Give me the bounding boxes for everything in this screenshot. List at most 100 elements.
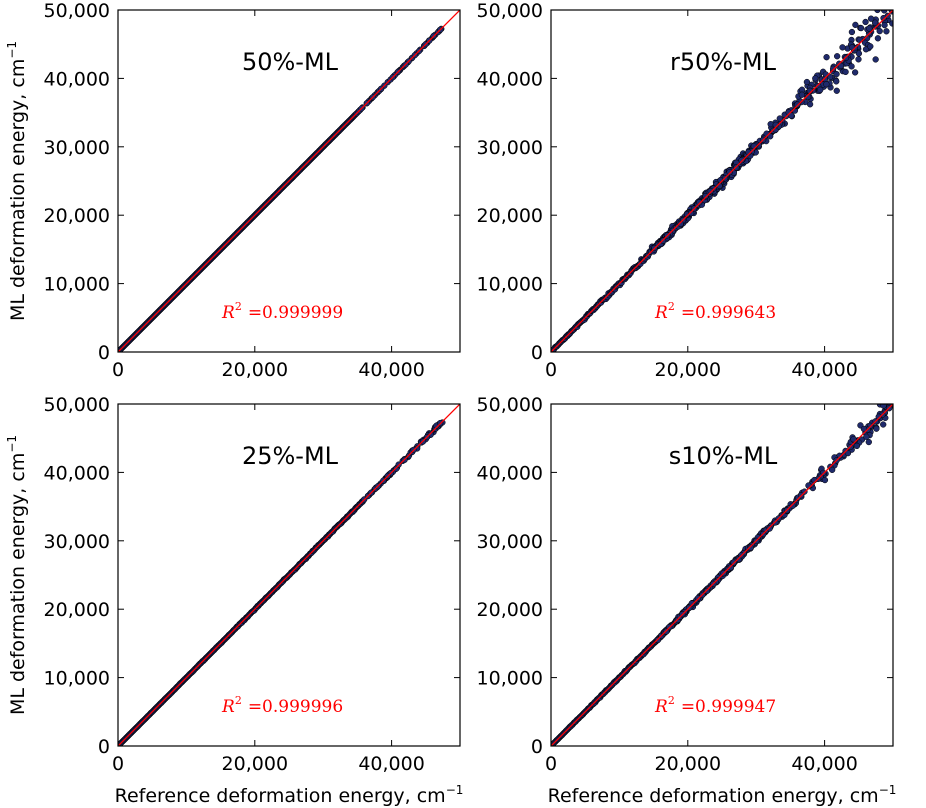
r2-symbol: R <box>654 697 668 717</box>
r2-value: =0.999999 <box>248 303 343 323</box>
r2-annotation: R2 =0.999947 <box>654 694 776 717</box>
scatter-point <box>852 21 859 29</box>
scatter-point <box>883 0 889 2</box>
scatter-points <box>551 0 893 352</box>
scatter-point <box>688 600 695 607</box>
panel-title: r50%-ML <box>670 48 777 76</box>
r2-exponent: 2 <box>235 300 242 313</box>
scatter-point <box>727 564 734 571</box>
x-axis-title: Reference deformation energy, cm−1 <box>548 783 897 807</box>
scatter-point <box>844 449 852 457</box>
scatter-point <box>738 157 745 164</box>
scatter-point <box>866 25 873 32</box>
scatter-point <box>872 56 879 63</box>
scatter-point <box>677 220 684 228</box>
r2-exponent: 2 <box>235 694 242 707</box>
scatter-point <box>789 502 796 509</box>
x-tick-label: 40,000 <box>791 753 857 775</box>
scatter-point <box>798 91 806 98</box>
scatter-point <box>862 18 869 26</box>
r2-symbol: R <box>221 697 235 717</box>
scatter-point <box>871 19 879 26</box>
y-tick-label: 20,000 <box>477 599 543 621</box>
scatter-point <box>865 438 872 446</box>
scatter-point <box>803 78 811 86</box>
r2-value: =0.999996 <box>248 697 343 717</box>
r2-value: =0.999643 <box>681 303 776 323</box>
scatter-point <box>702 192 709 200</box>
y-axis-title: ML deformation energy, cm−1 <box>5 41 29 321</box>
x-tick-label: 20,000 <box>222 753 288 775</box>
scatter-point <box>726 169 733 176</box>
plot-frame <box>117 9 461 353</box>
panel-title: 50%-ML <box>242 48 339 76</box>
y-tick-label: 40,000 <box>477 462 543 484</box>
r2-exponent: 2 <box>668 694 675 707</box>
scatter-point <box>747 544 754 551</box>
y-tick-label: 40,000 <box>44 68 110 90</box>
y-tick-label: 0 <box>98 342 110 364</box>
y-tick-label: 10,000 <box>477 668 543 690</box>
plot-frame <box>550 9 894 353</box>
r2-annotation: R2 =0.999999 <box>221 300 343 323</box>
y-tick-label: 50,000 <box>477 394 543 416</box>
y-tick-label: 40,000 <box>44 462 110 484</box>
plot-frame <box>550 403 894 747</box>
scatter-point <box>883 28 890 35</box>
scatter-point <box>833 87 840 94</box>
scatter-point <box>848 28 856 36</box>
panel-2: 0 20,000 40,000 0 10,000 20,000 30,000 40,000 50… <box>477 0 894 381</box>
scatter-point <box>696 199 703 206</box>
y-tick-label: 30,000 <box>44 531 110 553</box>
scatter-point <box>853 442 861 450</box>
y-tick-label: 10,000 <box>477 274 543 296</box>
x-tick-label: 40,000 <box>358 359 424 381</box>
panel-1: 0 20,000 40,000 0 10,000 20,000 30,000 40,000 50… <box>44 0 461 381</box>
scatter-point <box>871 0 877 3</box>
scatter-point <box>855 56 862 63</box>
scatter-point <box>804 93 812 100</box>
x-tick-label: 0 <box>112 359 124 381</box>
plot-frame <box>117 403 461 747</box>
y-tick-label: 0 <box>98 736 110 758</box>
panel-3: 0 20,000 40,000 0 10,000 20,000 30,000 40,000 50… <box>44 394 461 775</box>
scatter-point <box>860 425 868 433</box>
y-axis-title: ML deformation energy, cm−1 <box>5 435 29 715</box>
scatter-point <box>857 24 865 32</box>
y-tick-label: 0 <box>531 736 543 758</box>
scatter-point <box>812 75 819 82</box>
scatter-point <box>875 413 882 420</box>
scatter-point <box>823 54 830 61</box>
scatter-point <box>867 43 874 50</box>
scatter-point <box>886 3 892 9</box>
scatter-point <box>880 14 887 22</box>
y-tick-label: 50,000 <box>477 0 543 22</box>
scatter-point <box>848 63 855 70</box>
scatter-point <box>833 78 840 85</box>
y-tick-label: 20,000 <box>44 599 110 621</box>
scatter-point <box>817 86 824 93</box>
scatter-point <box>862 46 870 53</box>
r2-value: =0.999947 <box>681 697 776 717</box>
scatter-point <box>867 15 875 22</box>
x-tick-label: 20,000 <box>655 753 721 775</box>
scatter-point <box>687 209 695 217</box>
x-tick-label: 20,000 <box>655 359 721 381</box>
scatter-point <box>881 21 888 29</box>
r2-annotation: R2 =0.999643 <box>654 300 776 323</box>
r2-symbol: R <box>654 303 668 323</box>
scatter-point <box>855 50 863 57</box>
r2-exponent: 2 <box>668 300 675 313</box>
panel-title: 25%-ML <box>242 442 339 470</box>
panel-title: s10%-ML <box>669 442 778 470</box>
scatter-point <box>850 436 857 443</box>
x-tick-label: 40,000 <box>791 359 857 381</box>
scatter-point <box>886 1 892 7</box>
x-tick-label: 0 <box>545 359 557 381</box>
scatter-point <box>694 594 702 602</box>
scatter-point <box>794 101 801 108</box>
scatter-point <box>654 636 662 644</box>
panel-4: 0 20,000 40,000 0 10,000 20,000 30,000 40,000 50… <box>477 394 894 775</box>
scatter-point <box>876 27 883 35</box>
